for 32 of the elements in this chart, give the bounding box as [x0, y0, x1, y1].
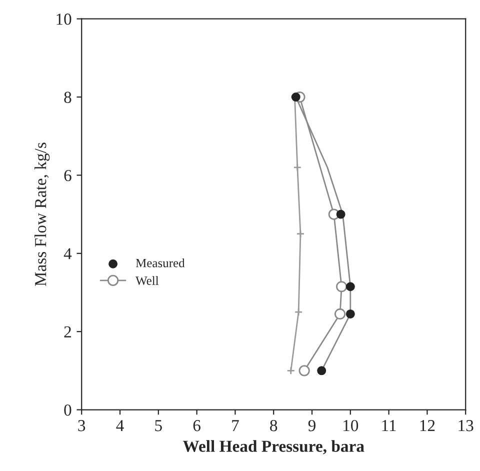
point — [336, 281, 348, 292]
point — [298, 365, 310, 376]
x-tick-label: 12 — [420, 420, 435, 432]
x-tick-label: 11 — [382, 420, 396, 432]
y-tick-label: 0 — [64, 404, 72, 416]
y-tick-label: 6 — [64, 170, 72, 182]
x-tick-label: 3 — [78, 420, 86, 432]
point — [346, 309, 355, 318]
x-tick-label: 13 — [458, 420, 474, 432]
legend-label: Measured — [136, 258, 185, 268]
x-tick-label: 7 — [232, 420, 239, 432]
legend-label: Well — [136, 276, 159, 286]
point — [286, 366, 296, 375]
x-tick-label: 10 — [344, 420, 358, 432]
x-tick-label: 8 — [270, 420, 278, 432]
y-tick-label: 8 — [64, 92, 72, 103]
x-tick-label: 6 — [193, 420, 200, 432]
y-tick-label: 10 — [56, 14, 72, 25]
x-tick-label: 4 — [116, 420, 124, 432]
y-tick-label: 2 — [64, 326, 71, 338]
point — [317, 366, 326, 376]
point — [346, 282, 355, 292]
y-tick-label: 4 — [64, 248, 72, 260]
x-axis-title: Well Head Pressure, bara — [182, 440, 364, 454]
point — [293, 163, 302, 172]
point — [336, 210, 346, 219]
x-tick-label: 5 — [155, 420, 162, 432]
x-tick-label: 9 — [308, 420, 316, 432]
point — [296, 230, 305, 238]
point — [294, 308, 303, 316]
y-axis-title: Mass Flow Rate, kg/s — [34, 142, 50, 286]
point — [334, 308, 346, 320]
